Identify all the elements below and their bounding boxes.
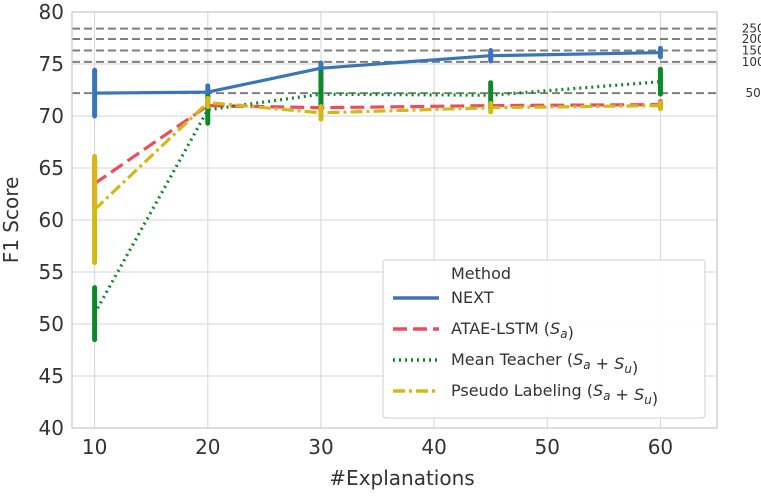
reference-line-label: 2500 — [742, 22, 761, 36]
x-axis-title: #Explanations — [329, 466, 474, 490]
legend-math-op: + — [591, 354, 615, 373]
legend-math-subscript: u — [624, 362, 632, 376]
reference-line-label: 2000 — [742, 32, 761, 46]
reference-lines: 2500200015001000 500 — [72, 22, 761, 100]
legend-label-close: ) — [632, 358, 638, 377]
legend-label: NEXT — [451, 288, 494, 307]
y-tick-label: 70 — [39, 104, 64, 128]
y-tick-label: 45 — [39, 364, 64, 388]
series-line-3 — [93, 100, 661, 211]
y-tick-label: 55 — [39, 260, 64, 284]
x-tick-label: 50 — [535, 435, 560, 459]
legend-math-subscript: a — [583, 358, 590, 372]
x-tick-label: 30 — [308, 435, 333, 459]
y-tick-label: 50 — [39, 312, 64, 336]
y-tick-label: 60 — [39, 208, 64, 232]
reference-line-label: 1000 — [742, 55, 761, 69]
y-axis-title: F1 Score — [0, 177, 23, 264]
legend-label-close: ) — [652, 389, 658, 408]
plot-frame — [71, 11, 718, 429]
legend-math-subscript: u — [644, 393, 652, 407]
legend-label-text: Pseudo Labeling ( — [451, 381, 593, 400]
legend-math-symbol: S — [573, 350, 583, 369]
legend-math-symbol: S — [550, 319, 560, 338]
y-tick-label: 65 — [39, 156, 64, 180]
series-group — [92, 45, 663, 343]
series-line-0 — [94, 51, 661, 95]
x-tick-label: 10 — [82, 435, 107, 459]
reference-line-label: 500 — [746, 86, 761, 100]
legend-label-text: NEXT — [451, 288, 494, 307]
plot-border — [71, 11, 718, 429]
legend-label: ATAE-LSTM (Sa) — [451, 319, 574, 342]
legend-math-symbol: S — [634, 385, 644, 404]
legend-label: Pseudo Labeling (Sa + Su) — [451, 381, 658, 408]
legend-box — [382, 259, 706, 419]
y-tick-label: 75 — [39, 52, 64, 76]
x-tick-label: 40 — [421, 435, 446, 459]
tick-labels: 10 20 30 40 50 60 40 45 50 55 60 65 70 75 80 — [39, 0, 674, 459]
legend-label-text: ATAE-LSTM ( — [451, 319, 550, 338]
x-tick-label: 20 — [195, 435, 220, 459]
reference-line-label: 1500 — [742, 43, 761, 57]
y-tick-label: 40 — [39, 416, 64, 440]
legend-math-symbol: S — [614, 354, 624, 373]
x-tick-label: 60 — [648, 435, 673, 459]
legend-math-op: + — [610, 385, 634, 404]
legend-math-subscript: a — [603, 389, 610, 403]
legend-title: Method — [451, 264, 511, 283]
legend-label: Mean Teacher (Sa + Su) — [451, 350, 638, 377]
legend-math-subscript: a — [560, 327, 567, 341]
legend-label-text: Mean Teacher ( — [451, 350, 573, 369]
y-tick-label: 80 — [39, 0, 64, 24]
legend-label-close: ) — [568, 323, 574, 342]
legend-math-symbol: S — [593, 381, 603, 400]
